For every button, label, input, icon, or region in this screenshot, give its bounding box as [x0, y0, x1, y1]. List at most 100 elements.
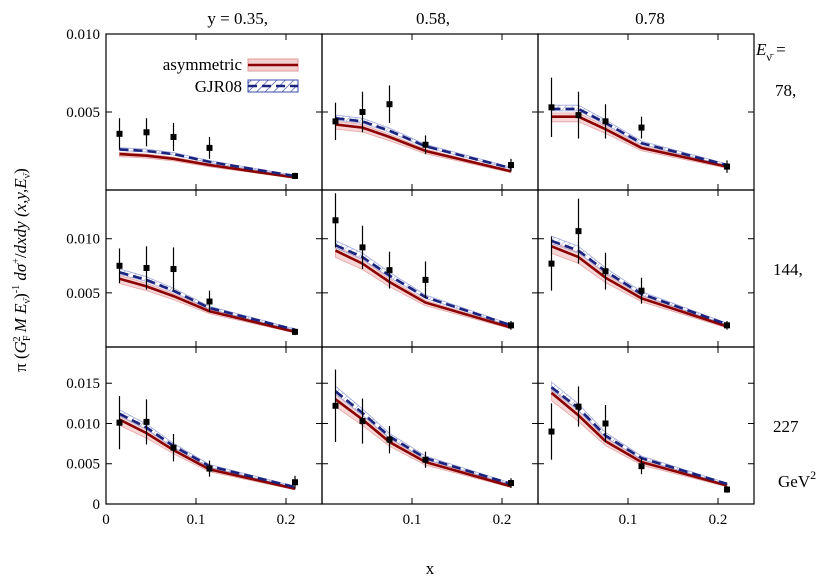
asymmetric-line	[119, 277, 296, 334]
svg-text:π (GF2 M Eν̄)-1 dσ+/dxdy (x,y,: π (GF2 M Eν̄)-1 dσ+/dxdy (x,y,Eν̄)	[11, 168, 33, 372]
panel-r1-c1	[321, 189, 539, 348]
gjr08-line	[334, 244, 512, 327]
panel-r2-c0	[105, 346, 323, 505]
data-point	[206, 144, 213, 151]
data-point	[170, 133, 177, 140]
gjr08-line	[119, 271, 296, 331]
data-point	[386, 436, 393, 443]
data-point	[116, 419, 123, 426]
panel-frame	[321, 346, 539, 505]
data-point	[575, 112, 582, 119]
x-tick-label: 0.1	[187, 512, 206, 528]
data-point	[386, 267, 393, 274]
data-point	[386, 101, 393, 108]
row-header-nubar: ν̄	[766, 50, 773, 64]
x-tick-label: 0.1	[619, 512, 638, 528]
asymmetric-band	[551, 386, 728, 488]
data-point	[575, 403, 582, 410]
data-point	[359, 418, 366, 425]
data-point	[359, 109, 366, 115]
data-point	[332, 118, 339, 125]
asymmetric-line	[335, 123, 512, 173]
x-tick-label: 0.2	[277, 512, 296, 528]
data-point	[422, 276, 429, 283]
panel-r0-c2	[537, 33, 755, 191]
asymmetric-line	[119, 152, 296, 179]
svg-text:GeV2: GeV2	[778, 468, 816, 491]
legend: asymmetric GJR08	[163, 55, 299, 96]
x-tick-label: 0	[102, 512, 110, 528]
y-tick-label: 0.010	[66, 27, 100, 43]
data-point	[422, 456, 429, 463]
gjr08-line	[119, 148, 296, 178]
gjr08-band	[551, 235, 728, 326]
data-point	[206, 465, 213, 472]
data-point	[602, 420, 609, 427]
panel-r1-c0	[105, 189, 323, 348]
y-tick-label: 0.005	[66, 105, 100, 121]
data-point	[602, 118, 609, 125]
data-point	[508, 480, 514, 487]
data-point	[332, 217, 339, 224]
data-point	[143, 264, 150, 271]
data-point	[116, 130, 123, 137]
data-point	[575, 228, 582, 235]
x-axis-label: x	[426, 559, 435, 578]
panel-r2-c1	[321, 346, 539, 505]
column-label-y078: 0.78	[635, 9, 665, 28]
y-tick-label: 0.005	[66, 286, 100, 302]
data-point	[292, 479, 298, 486]
data-point	[508, 322, 514, 329]
gjr08-line	[334, 390, 512, 486]
data-point	[638, 124, 645, 131]
data-point	[422, 141, 429, 148]
data-point	[724, 322, 730, 329]
data-point	[292, 328, 298, 335]
x-tick-label: 0.1	[403, 512, 422, 528]
panel-r0-c1	[321, 33, 539, 191]
data-point	[548, 428, 555, 435]
panel-r1-c2	[537, 189, 755, 348]
data-point	[170, 444, 177, 451]
panel-r2-c2	[537, 346, 755, 505]
y-tick-label: 0.010	[66, 416, 100, 432]
data-point	[724, 486, 730, 493]
data-point	[206, 298, 213, 305]
row-header: Eν̄ =	[755, 40, 786, 64]
row-label-227: 227	[773, 417, 799, 436]
svg-text:Eν̄ =: Eν̄ =	[755, 40, 786, 64]
legend-label-asymmetric: asymmetric	[163, 55, 243, 74]
data-point	[508, 162, 514, 169]
panel-frame	[105, 189, 323, 348]
data-point	[116, 262, 123, 269]
data-point	[143, 418, 150, 425]
data-point	[143, 129, 150, 136]
x-tick-label: 0.2	[709, 512, 728, 528]
data-point	[170, 266, 177, 273]
data-point	[638, 463, 645, 470]
y-axis-label: π (GF2 M Eν̄)-1 dσ+/dxdy (x,y,Eν̄)	[11, 168, 33, 372]
x-tick-label: 0.2	[493, 512, 512, 528]
data-point	[292, 172, 298, 179]
data-point	[602, 268, 609, 275]
column-label-y035: y = 0.35,	[207, 9, 268, 28]
data-point	[548, 260, 555, 267]
data-point	[332, 402, 339, 409]
energy-unit: GeV2	[778, 468, 816, 491]
gjr08-line	[335, 116, 512, 170]
column-label-y058: 0.58,	[416, 9, 450, 28]
data-point	[548, 104, 555, 111]
legend-label-gjr08: GJR08	[195, 77, 242, 96]
row-label-144: 144,	[773, 260, 803, 279]
y-tick-label: 0	[93, 497, 101, 513]
data-point	[359, 244, 366, 251]
plot-area: 0.005 0.010 0.005 0.010 0 0.005 0.010 0.015 0 0.1…	[66, 27, 755, 528]
gjr08-band	[335, 239, 512, 327]
y-tick-label: 0.015	[66, 376, 100, 392]
data-point	[724, 163, 730, 170]
panel-frame	[537, 346, 755, 505]
y-tick-label: 0.005	[66, 457, 100, 473]
gjr08-line	[550, 386, 728, 486]
y-tick-label: 0.010	[66, 232, 100, 248]
